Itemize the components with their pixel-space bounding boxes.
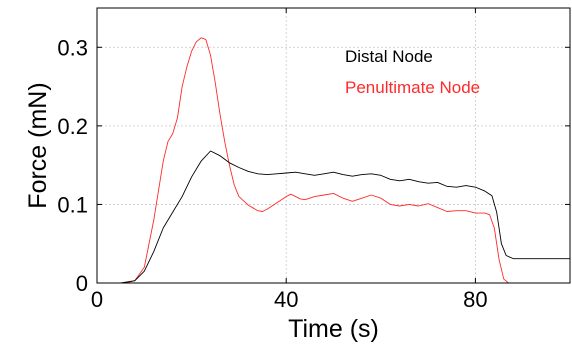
y-tick-label: 0.3 xyxy=(57,35,88,60)
x-tick-label: 40 xyxy=(274,287,298,312)
x-tick-labels: 0 40 80 xyxy=(91,287,488,312)
legend-entry-penultimate-node: Penultimate Node xyxy=(345,78,480,97)
plot-frame xyxy=(96,7,571,284)
x-tick-label: 80 xyxy=(463,287,487,312)
grid-lines xyxy=(96,8,570,284)
series-lines xyxy=(97,37,570,283)
legend: Distal Node Penultimate Node xyxy=(345,47,480,97)
series-line-penultimate-node xyxy=(97,37,570,283)
x-axis-title: Time (s) xyxy=(288,315,379,343)
y-axis-title: Force (mN) xyxy=(24,82,52,208)
y-tick-label: 0.2 xyxy=(57,114,88,139)
series-line-distal-node xyxy=(97,150,570,283)
y-tick-label: 0.1 xyxy=(57,192,88,217)
y-tick-label: 0 xyxy=(76,271,88,296)
legend-entry-distal-node: Distal Node xyxy=(345,47,433,66)
y-tick-labels: 0 0.1 0.2 0.3 xyxy=(57,35,88,296)
y-tick-marks xyxy=(97,46,570,284)
x-tick-label: 0 xyxy=(91,287,103,312)
